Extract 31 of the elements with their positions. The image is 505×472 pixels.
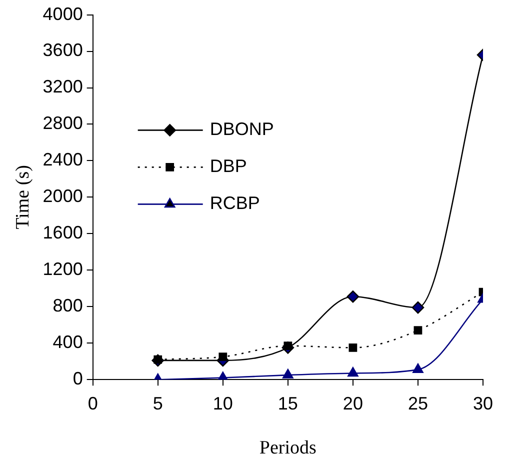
x-tick-label: 5: [152, 393, 163, 414]
y-tick-label: 2800: [42, 113, 83, 134]
legend-label: DBP: [210, 156, 247, 176]
y-tick-label: 1600: [42, 222, 83, 243]
y-tick-label: 0: [72, 368, 83, 389]
y-tick-label: 400: [52, 332, 83, 352]
y-tick-label: 1200: [42, 259, 83, 280]
point: [218, 352, 228, 361]
y-tick-label: 800: [52, 296, 83, 316]
x-tick-label: 10: [212, 393, 233, 414]
y-tick-label: 3600: [42, 40, 83, 60]
legend-label: DBONP: [210, 119, 274, 140]
x-tick-label: 0: [88, 393, 98, 414]
y-axis-title: Time (s): [12, 165, 34, 230]
y-tick-label: 2400: [42, 150, 83, 170]
x-tick-label: 25: [408, 393, 428, 414]
x-tick-label: 30: [472, 393, 494, 414]
x-tick-label: 20: [342, 393, 363, 414]
point: [412, 301, 424, 314]
point: [282, 368, 294, 378]
y-tick-label: 3200: [42, 76, 83, 97]
legend-label: RCBP: [210, 193, 260, 214]
point: [346, 290, 360, 303]
x-axis-title: Periods: [259, 438, 316, 459]
x-tick-label: 15: [278, 393, 298, 414]
y-tick-label: 2000: [42, 186, 83, 206]
point: [414, 326, 422, 335]
y-tick-label: 4000: [42, 4, 83, 24]
point: [412, 363, 424, 373]
point: [348, 343, 358, 352]
point: [348, 367, 358, 377]
